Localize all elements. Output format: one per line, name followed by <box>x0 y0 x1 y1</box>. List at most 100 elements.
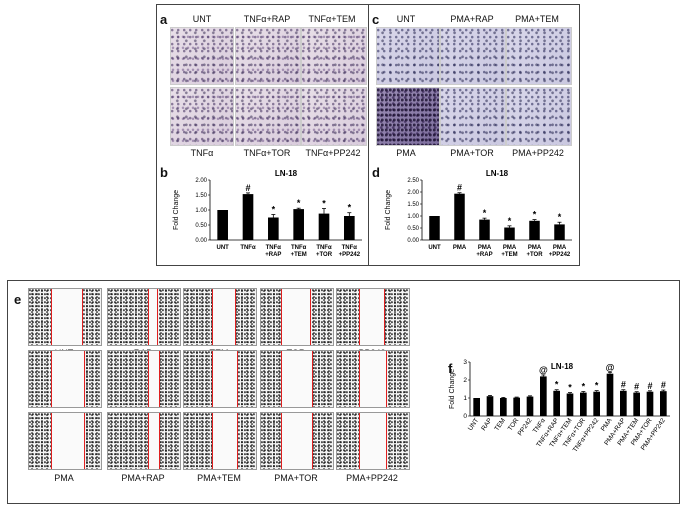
panel-a-caption: UNT <box>192 14 212 24</box>
micrograph <box>170 87 234 146</box>
scratch-gap <box>51 413 85 469</box>
bar <box>593 391 600 416</box>
scratch-gap <box>212 289 236 345</box>
bar <box>553 390 560 416</box>
y-tick-label: 2.00 <box>195 178 207 184</box>
micrograph <box>235 27 301 85</box>
wound-healing-image <box>260 288 334 346</box>
x-tick-label: +TEM <box>291 252 307 258</box>
y-axis-label: Fold Change <box>173 190 180 230</box>
bar <box>268 217 279 240</box>
significance-marker: * <box>582 382 586 392</box>
scratch-gap <box>359 289 385 345</box>
significance-marker: @ <box>606 362 615 372</box>
panel-label-b: b <box>160 165 168 180</box>
wound-healing-image <box>260 412 334 470</box>
panel-a-caption: TNFα+TOR <box>243 148 291 158</box>
bar <box>500 398 507 416</box>
panel-a-caption: TNFα <box>190 148 214 158</box>
significance-marker: # <box>647 381 652 391</box>
panel-label-d: d <box>372 165 380 180</box>
panel-e-caption: PMA+TOR <box>274 473 318 483</box>
bar <box>526 396 534 416</box>
panel-e-caption: PMA <box>54 473 74 483</box>
panel-label-c: c <box>372 12 380 27</box>
y-tick-label: 0.00 <box>407 238 419 244</box>
panel-label-e: e <box>14 292 22 307</box>
bar <box>454 193 465 240</box>
scratch-gap <box>51 289 83 345</box>
scratch-gap <box>281 289 311 345</box>
bar <box>344 216 355 240</box>
significance-marker: * <box>322 199 326 209</box>
wound-healing-image <box>28 412 102 470</box>
chart-b: LN-18 Fold Change 0.00 0.50 1.00 1.50 2.00 UNT #… <box>173 169 362 258</box>
bar <box>429 216 440 240</box>
panel-c-caption: PMA+PP242 <box>512 148 564 158</box>
panel-c-caption: UNT <box>396 14 416 24</box>
panel-c-caption: PMA+TOR <box>450 148 494 158</box>
y-tick-label: 1.50 <box>195 193 207 199</box>
micrograph <box>170 27 234 85</box>
bar <box>529 220 540 240</box>
scratch-gap <box>359 351 387 407</box>
x-tick-label: +TOR <box>526 252 543 258</box>
x-tick-label: PMA <box>553 245 567 251</box>
x-tick-label: PMA <box>478 245 492 251</box>
panel-e-caption: PMA+PP242 <box>346 473 398 483</box>
micrograph <box>506 27 572 85</box>
panel-label-a: a <box>160 12 168 27</box>
wound-healing-image <box>336 412 410 470</box>
bar <box>486 396 494 416</box>
y-tick-label: 1.50 <box>407 202 419 208</box>
x-tick-label: UNT <box>428 245 441 251</box>
bar <box>580 392 587 416</box>
y-tick-label: 0.50 <box>195 223 207 229</box>
significance-marker: * <box>558 212 562 222</box>
significance-marker: * <box>533 210 537 220</box>
significance-marker: # <box>245 183 250 193</box>
significance-marker: * <box>348 203 352 213</box>
x-tick-label: PP242 <box>517 417 534 437</box>
wound-healing-image <box>183 288 257 346</box>
wound-healing-image <box>183 412 257 470</box>
bar <box>293 209 304 240</box>
significance-marker: # <box>621 380 626 390</box>
scratch-gap <box>212 413 238 469</box>
panel-label-f: f <box>448 361 453 376</box>
significance-marker: # <box>457 183 462 193</box>
y-tick-label: 2.50 <box>407 178 419 184</box>
panel-c-caption: PMA+RAP <box>450 14 494 24</box>
scratch-gap <box>281 413 313 469</box>
bar <box>660 391 667 416</box>
panel-c-caption: PMA <box>396 148 416 158</box>
bar <box>318 213 330 240</box>
significance-marker: # <box>634 382 639 392</box>
y-tick-label: 2.00 <box>407 190 419 196</box>
micrograph <box>506 87 572 146</box>
x-tick-label: UNT <box>216 245 229 251</box>
x-tick-label: TNFα <box>342 245 358 251</box>
x-tick-label: +PP242 <box>339 252 361 258</box>
y-axis-label: Fold Change <box>449 369 456 409</box>
y-tick-label: 1.00 <box>195 208 207 214</box>
wound-healing-image <box>336 288 410 346</box>
bar <box>513 397 520 416</box>
bar <box>242 194 254 240</box>
significance-marker: # <box>661 380 666 390</box>
wound-healing-image <box>260 350 334 408</box>
y-tick-label: 1.00 <box>407 214 419 220</box>
wound-healing-image <box>107 412 181 470</box>
chart-d: LN-18 Fold Change 0.00 0.50 1.00 1.50 2.00 2.50… <box>385 169 572 258</box>
micrograph <box>440 87 506 146</box>
y-tick-label: 0 <box>463 413 467 420</box>
significance-marker: * <box>508 216 512 226</box>
bar <box>646 391 654 416</box>
chart-title: LN-18 <box>551 362 574 371</box>
scratch-gap <box>212 351 238 407</box>
bar <box>217 210 228 240</box>
panel-a-caption: TNFα+RAP <box>243 14 291 24</box>
x-tick-label: PMA <box>503 245 517 251</box>
x-tick-label: TNFα <box>291 245 307 251</box>
significance-marker: * <box>555 380 559 390</box>
